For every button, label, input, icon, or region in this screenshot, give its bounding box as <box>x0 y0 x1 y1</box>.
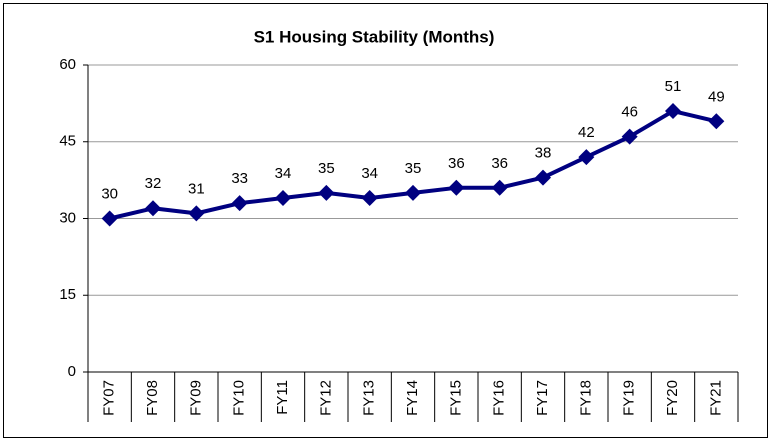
data-label: 34 <box>275 165 292 182</box>
x-tick-label: FY11 <box>274 380 291 415</box>
data-label: 32 <box>145 175 162 192</box>
x-tick-label: FY08 <box>144 380 161 416</box>
data-label: 51 <box>665 78 682 95</box>
x-tick-label: FY18 <box>577 380 594 416</box>
x-tick-label: FY19 <box>621 380 638 416</box>
x-tick-label: FY15 <box>447 380 464 416</box>
data-label: 36 <box>448 155 465 172</box>
x-tick-label: FY10 <box>231 380 248 416</box>
marker <box>101 210 118 227</box>
data-label: 35 <box>318 160 335 177</box>
data-label: 31 <box>188 180 205 197</box>
x-tick-label: FY13 <box>361 380 378 416</box>
x-tick-label: FY14 <box>404 380 421 416</box>
x-tick-label: FY07 <box>101 380 118 416</box>
marker <box>361 190 378 207</box>
marker <box>665 103 681 120</box>
data-label: 33 <box>231 170 248 187</box>
marker <box>275 190 291 207</box>
marker <box>491 179 508 196</box>
data-label: 30 <box>101 185 118 202</box>
marker <box>318 184 335 201</box>
marker <box>578 149 595 166</box>
y-tick-label: 0 <box>68 363 76 380</box>
data-label: 36 <box>491 155 508 172</box>
data-label: 46 <box>621 104 638 121</box>
data-label: 42 <box>578 124 595 141</box>
data-label: 35 <box>405 160 422 177</box>
x-tick-label: FY21 <box>707 380 724 416</box>
x-tick-label: FY17 <box>534 380 551 416</box>
data-label: 38 <box>535 145 552 162</box>
chart-border <box>3 3 768 438</box>
marker <box>145 200 161 217</box>
marker <box>621 128 638 145</box>
marker <box>405 184 421 201</box>
y-tick-label: 15 <box>59 286 76 303</box>
data-label: 34 <box>361 165 378 182</box>
y-tick-label: 30 <box>59 209 76 226</box>
marker <box>535 169 551 186</box>
marker <box>448 179 465 196</box>
x-tick-label: FY20 <box>664 380 681 416</box>
x-tick-label: FY09 <box>187 380 204 416</box>
x-tick-label: FY16 <box>491 380 508 416</box>
y-tick-label: 45 <box>59 133 76 150</box>
x-tick-label: FY12 <box>317 380 334 416</box>
y-tick-label: 60 <box>59 56 76 73</box>
data-label: 49 <box>708 88 725 105</box>
marker <box>231 195 248 212</box>
marker <box>708 113 725 130</box>
chart-title: S1 Housing Stability (Months) <box>254 27 495 46</box>
marker <box>188 205 205 222</box>
